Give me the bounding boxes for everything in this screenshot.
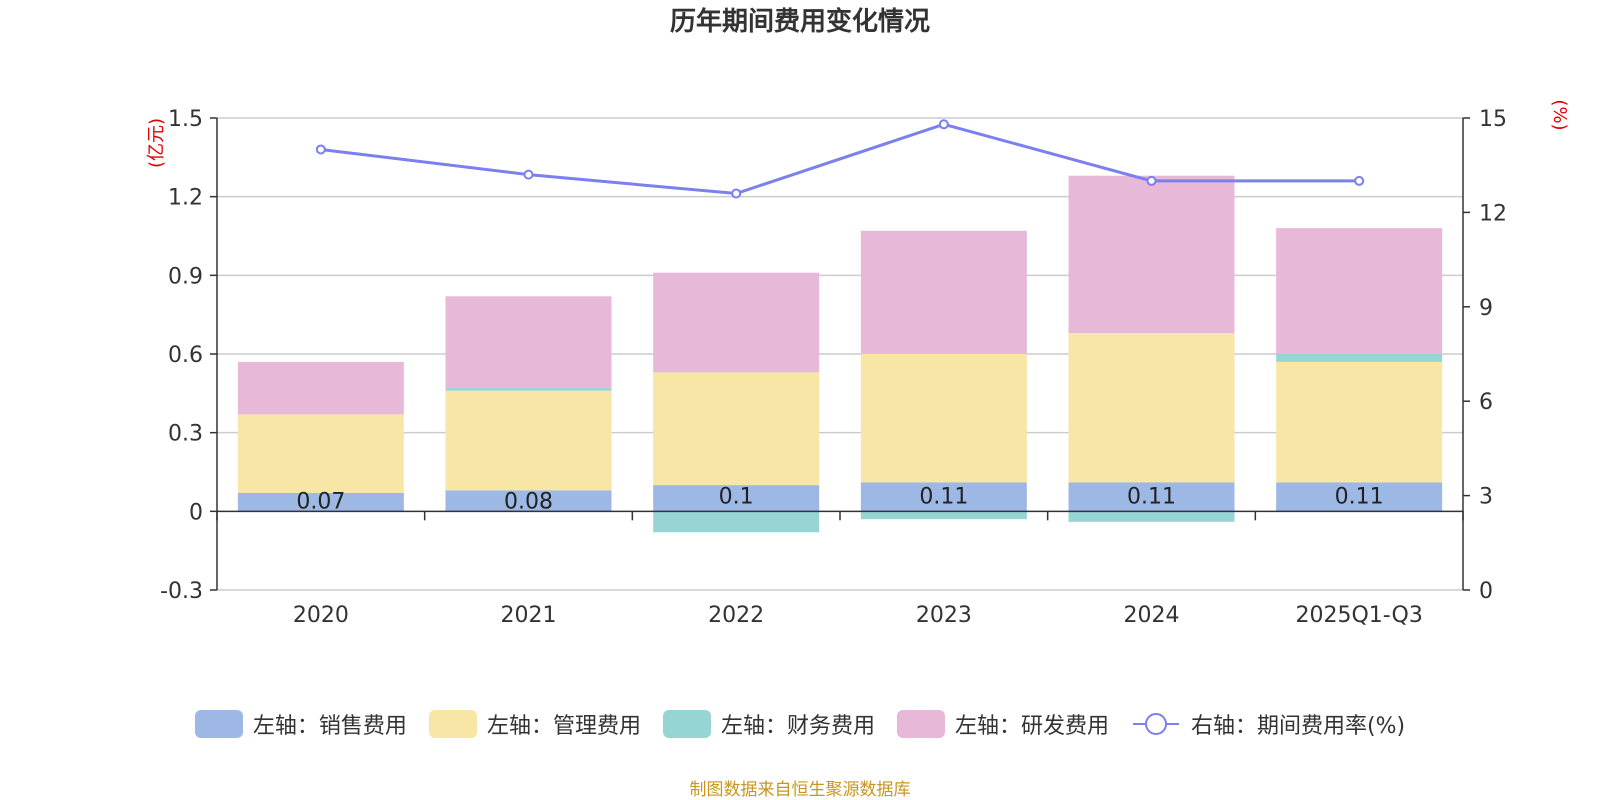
left-axis-tick-label: 0.6 xyxy=(168,343,203,368)
bar-admin xyxy=(653,372,820,486)
left-axis-tick-label: 0 xyxy=(189,500,203,525)
line-layer xyxy=(315,119,1365,199)
legend-swatch-rnd xyxy=(896,710,945,738)
bar-admin xyxy=(237,414,404,493)
x-axis-category-label: 2025Q1-Q3 xyxy=(1295,603,1422,628)
legend-item-sales[interactable]: 左轴：销售费用 xyxy=(194,708,407,740)
bar-sales xyxy=(1276,482,1443,512)
bar-sales xyxy=(1068,482,1235,512)
bar-admin xyxy=(860,354,1027,483)
legend-item-admin[interactable]: 左轴：管理费用 xyxy=(428,708,641,740)
axis-layer: -0.3 0 0.3 0.6 0.9 1.2 1.5 0 3 6 9 12 15 (亿元) (%) xyxy=(146,99,1570,604)
x-axis-category-label: 2024 xyxy=(1124,603,1180,628)
left-axis-tick-label: -0.3 xyxy=(160,579,203,604)
bar-rnd xyxy=(1068,175,1235,334)
bar-rnd xyxy=(237,361,404,415)
bar-admin xyxy=(445,390,612,491)
right-axis-tick-label: 15 xyxy=(1479,107,1507,132)
bar-finance xyxy=(653,511,820,533)
chart-title: 历年期间费用变化情况 xyxy=(669,7,930,37)
data-label-sales: 0.11 xyxy=(919,484,968,509)
right-axis-tick-label: 0 xyxy=(1479,579,1493,604)
bar-finance xyxy=(860,511,1027,520)
right-axis-tick-label: 6 xyxy=(1479,390,1493,415)
bar-rnd xyxy=(860,230,1027,354)
bar-sales xyxy=(445,490,612,512)
data-label-sales: 0.11 xyxy=(1127,484,1176,509)
data-label-sales: 0.11 xyxy=(1335,484,1384,509)
legend-label-rnd: 左轴：研发费用 xyxy=(954,714,1109,739)
point-rate xyxy=(523,169,534,180)
right-axis-unit: (%) xyxy=(1549,99,1570,130)
data-label-sales: 0.08 xyxy=(504,489,553,514)
bar-finance xyxy=(445,388,612,391)
source-note: 制图数据来自恒生聚源数据库 xyxy=(689,780,911,800)
left-axis-tick-label: 1.5 xyxy=(168,107,203,132)
bar-rnd xyxy=(1276,228,1443,354)
point-rate xyxy=(315,144,326,155)
left-axis-tick-label: 1.2 xyxy=(168,186,203,211)
label-layer: 2020 2021 2022 2023 2024 2025Q1-Q3 0.07 0.08 0.1… xyxy=(293,484,1423,628)
legend-label-finance: 左轴：财务费用 xyxy=(720,714,875,739)
line-rate xyxy=(320,122,1360,196)
bar-rnd xyxy=(445,296,612,389)
left-axis-tick-label: 0.9 xyxy=(168,264,203,289)
bar-admin xyxy=(1068,333,1235,483)
legend-item-rate[interactable]: 右轴：期间费用率(%) xyxy=(1131,708,1405,740)
bar-sales xyxy=(653,485,820,512)
right-axis-tick-label: 9 xyxy=(1479,296,1493,321)
point-rate xyxy=(731,188,742,199)
bar-finance xyxy=(1068,511,1235,522)
point-rate xyxy=(1354,175,1365,186)
legend-swatch-finance xyxy=(662,710,711,738)
legend: 左轴：销售费用 左轴：管理费用 左轴：财务费用 左轴：研发费用 右轴：期间费用率… xyxy=(0,708,1600,740)
legend-item-rnd[interactable]: 左轴：研发费用 xyxy=(896,708,1109,740)
right-axis-tick-label: 3 xyxy=(1479,485,1493,510)
legend-swatch-admin xyxy=(428,710,477,738)
bar-admin xyxy=(1276,361,1443,483)
point-rate xyxy=(938,119,949,130)
bar-layer xyxy=(237,175,1443,533)
grid-layer xyxy=(217,117,1463,591)
data-label-sales: 0.07 xyxy=(296,489,345,514)
legend-label-admin: 左轴：管理费用 xyxy=(486,714,641,739)
point-rate xyxy=(1146,175,1157,186)
x-axis-category-label: 2020 xyxy=(293,603,349,628)
data-label-sales: 0.1 xyxy=(719,484,754,509)
right-axis-tick-label: 12 xyxy=(1479,201,1507,226)
left-axis-unit: (亿元) xyxy=(146,118,167,168)
x-axis-category-label: 2022 xyxy=(708,603,764,628)
legend-line-marker-icon xyxy=(1132,713,1179,735)
legend-label-rate: 右轴：期间费用率(%) xyxy=(1190,714,1406,739)
x-axis-category-label: 2021 xyxy=(501,603,557,628)
bar-sales xyxy=(237,492,404,512)
bar-sales xyxy=(860,482,1027,512)
left-axis-tick-label: 0.3 xyxy=(168,422,203,447)
legend-swatch-sales xyxy=(194,710,243,738)
bar-rnd xyxy=(653,272,820,373)
x-axis-category-label: 2023 xyxy=(916,603,972,628)
legend-item-finance[interactable]: 左轴：财务费用 xyxy=(662,708,875,740)
legend-label-sales: 左轴：销售费用 xyxy=(252,714,407,739)
bar-finance xyxy=(1276,354,1443,362)
